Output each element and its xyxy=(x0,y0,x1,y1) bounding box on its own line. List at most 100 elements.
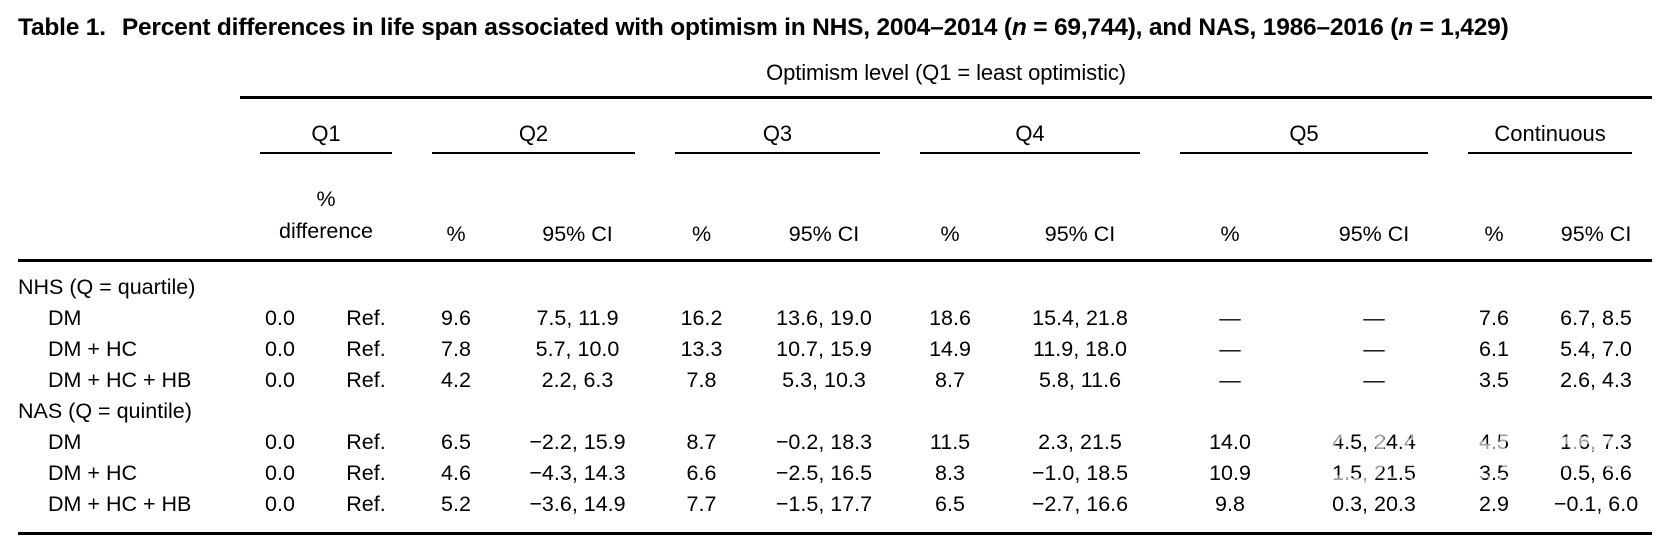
cell: 6.1 xyxy=(1479,337,1509,361)
table-number: Table 1. xyxy=(18,14,106,41)
subheader-cont-pct: % xyxy=(1448,154,1540,262)
subheader-q3-ci: 95% CI xyxy=(748,154,900,262)
cell: Ref. xyxy=(346,461,386,485)
group-header-q4: Q4 xyxy=(900,98,1160,154)
sub-header-row: % difference % 95% CI % 95% CI % 95% CI … xyxy=(18,154,1653,262)
group-spacer xyxy=(18,98,240,155)
cell: 2.9 xyxy=(1448,489,1540,535)
cell: 6.5 xyxy=(900,489,1000,535)
cell: 2.2, 6.3 xyxy=(541,368,614,392)
group-header-continuous: Continuous xyxy=(1448,98,1652,154)
row-label: DM + HC xyxy=(48,461,137,485)
subheader-q4-pct: % xyxy=(900,154,1000,262)
table-row: DM + HC 0.0 Ref. 4.6 −4.3, 14.3 6.6 −2.5… xyxy=(18,458,1652,489)
section-row-nhs: NHS (Q = quartile) xyxy=(18,261,1652,304)
cell: 8.7 xyxy=(935,368,965,392)
subheader-q2-pct: % xyxy=(412,154,500,262)
cell: 7.8 xyxy=(441,337,471,361)
cell: 0.0 xyxy=(265,461,295,485)
cell: Ref. xyxy=(320,489,412,535)
cell: −2.2, 15.9 xyxy=(529,430,626,454)
row-label: DM + HC xyxy=(48,337,137,361)
caption-n-italic-1: n xyxy=(1011,14,1027,41)
subheader-q5-pct: % xyxy=(1160,154,1300,262)
cell: 9.6 xyxy=(441,306,471,330)
cell: 7.8 xyxy=(686,368,717,392)
cell: 3.5 xyxy=(1479,368,1509,392)
cell: 8.3 xyxy=(935,461,965,485)
cell: 11.9, 18.0 xyxy=(1032,337,1128,361)
caption-text-3: = 1,429) xyxy=(1412,14,1509,41)
cell: 0.3, 20.3 xyxy=(1300,489,1448,535)
group-header-q5: Q5 xyxy=(1160,98,1448,154)
cell: 5.7, 10.0 xyxy=(535,337,620,361)
table-caption: Table 1. Percent differences in life span… xyxy=(18,14,1648,42)
cell: 9.8 xyxy=(1160,489,1300,535)
cell: 10.7, 15.9 xyxy=(776,337,872,361)
table-row: DM + HC + HB 0.0 Ref. 5.2 −3.6, 14.9 7.7… xyxy=(18,489,1653,535)
cell: −2.7, 16.6 xyxy=(1000,489,1160,535)
cell: Ref. xyxy=(346,306,386,330)
cell: Ref. xyxy=(346,430,386,454)
cell: 5.2 xyxy=(412,489,500,535)
cell: −0.1, 6.0 xyxy=(1540,489,1653,535)
group-header-q3: Q3 xyxy=(655,98,900,154)
cell: 1.5, 21.5 xyxy=(1332,461,1416,485)
caption-text-1: Percent differences in life span associa… xyxy=(121,14,1012,41)
cell: 0.0 xyxy=(265,368,295,392)
cell: 14.9 xyxy=(929,337,971,361)
cell: 4.2 xyxy=(441,368,471,392)
cell: — xyxy=(1219,337,1241,361)
cell: 10.9 xyxy=(1209,461,1251,485)
cell: — xyxy=(1363,337,1385,361)
cell: 3.5 xyxy=(1479,461,1509,485)
cell: 16.2 xyxy=(680,306,723,330)
group-header-row: Q1 Q2 Q3 Q4 Q5 Continuous xyxy=(18,98,1652,155)
row-label: DM + HC + HB xyxy=(48,368,192,392)
cell: −0.2, 18.3 xyxy=(775,430,873,454)
spanner-spacer xyxy=(18,56,240,98)
subheader-q1-pct-difference: % difference xyxy=(240,154,412,262)
table-row: DM + HC + HB 0.0 Ref. 4.2 2.2, 6.3 7.8 5… xyxy=(18,365,1652,396)
cell: — xyxy=(1219,306,1241,330)
table-row: DM + HC 0.0 Ref. 7.8 5.7, 10.0 13.3 10.7… xyxy=(18,334,1652,365)
cell: 7.6 xyxy=(1479,306,1509,330)
spanner-header: Optimism level (Q1 = least optimistic) xyxy=(240,56,1653,99)
group-header-q2: Q2 xyxy=(412,98,655,154)
row-label: DM + HC + HB xyxy=(18,489,240,535)
cell: 13.3 xyxy=(680,337,723,361)
cell: 6.7, 8.5 xyxy=(1560,306,1632,330)
cell: Ref. xyxy=(346,368,386,392)
section-label: NAS (Q = quintile) xyxy=(18,399,192,423)
section-label: NHS (Q = quartile) xyxy=(18,275,196,299)
cell: 5.4, 7.0 xyxy=(1560,337,1632,361)
cell: 15.4, 21.8 xyxy=(1032,306,1128,330)
cell: 5.3, 10.3 xyxy=(782,368,866,392)
results-table: Optimism level (Q1 = least optimistic) Q… xyxy=(18,56,1653,535)
cell: 4.6 xyxy=(441,461,471,485)
cell: 13.6, 19.0 xyxy=(776,306,872,330)
cell: −4.3, 14.3 xyxy=(529,461,626,485)
subheader-cont-ci: 95% CI xyxy=(1540,154,1653,262)
cell: 4.5 xyxy=(1479,430,1509,454)
subheader-spacer xyxy=(18,154,240,262)
subheader-q3-pct: % xyxy=(655,154,748,262)
cell: — xyxy=(1363,368,1385,392)
cell: 6.6 xyxy=(686,461,717,485)
cell: 0.0 xyxy=(265,430,295,454)
cell: 0.0 xyxy=(265,306,295,330)
cell: 18.6 xyxy=(929,306,971,330)
cell: 0.0 xyxy=(240,489,320,535)
row-label: DM xyxy=(48,430,82,454)
cell: — xyxy=(1363,306,1385,330)
cell: 2.3, 21.5 xyxy=(1038,430,1122,454)
cell: 1.6, 7.3 xyxy=(1560,430,1632,454)
row-label: DM xyxy=(48,306,82,330)
cell: 0.0 xyxy=(265,337,295,361)
cell: 5.8, 11.6 xyxy=(1038,368,1122,392)
cell: 0.5, 6.6 xyxy=(1560,461,1632,485)
subheader-q5-ci: 95% CI xyxy=(1300,154,1448,262)
cell: −1.0, 18.5 xyxy=(1031,461,1129,485)
table-row: DM 0.0 Ref. 9.6 7.5, 11.9 16.2 13.6, 19.… xyxy=(18,303,1652,334)
